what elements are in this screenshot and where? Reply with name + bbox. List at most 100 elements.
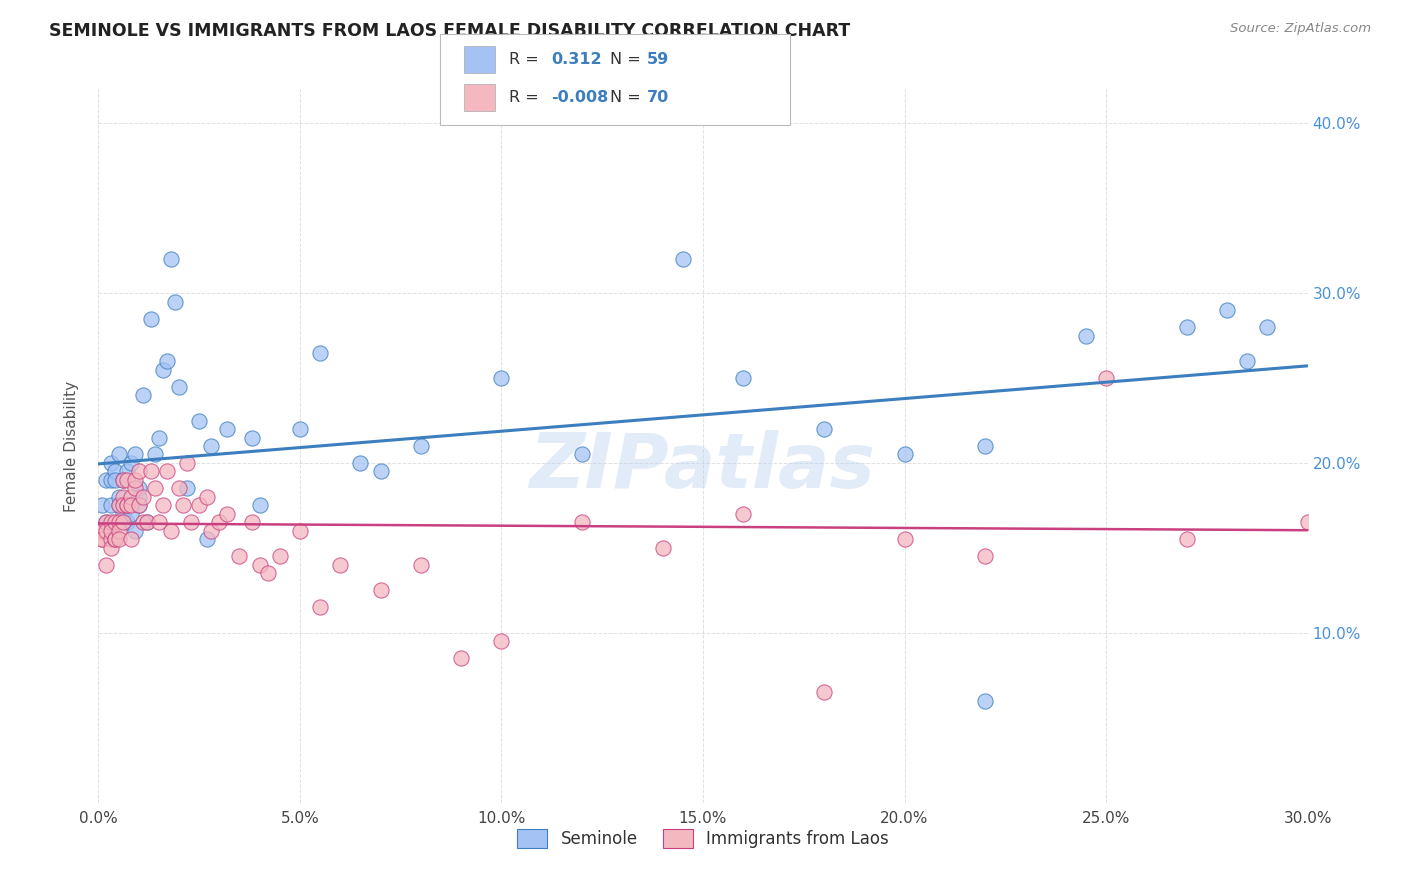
Point bbox=[111, 499, 134, 513]
Point bbox=[1256, 320, 1278, 334]
Point bbox=[100, 541, 122, 555]
Y-axis label: Female Disability: Female Disability bbox=[65, 380, 79, 512]
Point bbox=[1095, 371, 1118, 385]
Point bbox=[409, 558, 432, 572]
Point bbox=[148, 516, 170, 530]
Point bbox=[100, 524, 122, 538]
Text: N =: N = bbox=[610, 90, 641, 104]
Point bbox=[148, 430, 170, 444]
Point bbox=[217, 422, 239, 436]
Point bbox=[139, 311, 162, 326]
Point bbox=[143, 448, 166, 462]
Point bbox=[111, 499, 134, 513]
Point bbox=[128, 482, 150, 496]
Point bbox=[103, 473, 125, 487]
Point bbox=[813, 422, 835, 436]
Point bbox=[107, 448, 129, 462]
Point bbox=[115, 465, 138, 479]
Point bbox=[491, 371, 513, 385]
Point bbox=[128, 490, 150, 504]
Point bbox=[208, 516, 231, 530]
Point bbox=[200, 524, 222, 538]
Point bbox=[91, 533, 114, 547]
Point bbox=[111, 490, 134, 504]
Point bbox=[269, 549, 291, 564]
Point bbox=[152, 499, 174, 513]
Point bbox=[111, 507, 134, 521]
Point bbox=[256, 566, 278, 581]
Point bbox=[100, 499, 122, 513]
Point bbox=[733, 507, 755, 521]
Point bbox=[120, 507, 142, 521]
Point bbox=[349, 456, 371, 470]
Point bbox=[1175, 533, 1198, 547]
Point bbox=[143, 482, 166, 496]
Text: 0.312: 0.312 bbox=[551, 53, 602, 67]
Point bbox=[124, 473, 146, 487]
Point bbox=[240, 430, 263, 444]
Point bbox=[128, 499, 150, 513]
Point bbox=[1175, 320, 1198, 334]
Point bbox=[115, 499, 138, 513]
Text: Source: ZipAtlas.com: Source: ZipAtlas.com bbox=[1230, 22, 1371, 36]
Point bbox=[309, 600, 332, 615]
Point bbox=[370, 583, 392, 598]
Point bbox=[733, 371, 755, 385]
Point bbox=[120, 490, 142, 504]
Point bbox=[103, 533, 125, 547]
Point bbox=[139, 465, 162, 479]
Point bbox=[195, 533, 218, 547]
Point bbox=[103, 533, 125, 547]
Point bbox=[96, 558, 118, 572]
Point bbox=[1074, 328, 1097, 343]
Point bbox=[107, 499, 129, 513]
Point bbox=[180, 516, 202, 530]
Point bbox=[96, 516, 118, 530]
Point bbox=[240, 516, 263, 530]
Text: R =: R = bbox=[509, 90, 538, 104]
Point bbox=[893, 448, 915, 462]
Point bbox=[329, 558, 352, 572]
Point bbox=[115, 516, 138, 530]
Point bbox=[91, 499, 114, 513]
Point bbox=[1296, 516, 1319, 530]
Point bbox=[107, 533, 129, 547]
Point bbox=[107, 499, 129, 513]
Point bbox=[974, 694, 997, 708]
Point bbox=[176, 482, 198, 496]
Point bbox=[107, 490, 129, 504]
Point bbox=[124, 448, 146, 462]
Point bbox=[188, 499, 211, 513]
Point bbox=[491, 634, 513, 648]
Point bbox=[571, 516, 593, 530]
Text: 59: 59 bbox=[647, 53, 669, 67]
Point bbox=[156, 465, 179, 479]
Point bbox=[124, 482, 146, 496]
Legend: Seminole, Immigrants from Laos: Seminole, Immigrants from Laos bbox=[510, 822, 896, 855]
Text: 70: 70 bbox=[647, 90, 669, 104]
Text: R =: R = bbox=[509, 53, 538, 67]
Point bbox=[111, 516, 134, 530]
Point bbox=[103, 516, 125, 530]
Point bbox=[152, 362, 174, 376]
Point bbox=[228, 549, 250, 564]
Text: SEMINOLE VS IMMIGRANTS FROM LAOS FEMALE DISABILITY CORRELATION CHART: SEMINOLE VS IMMIGRANTS FROM LAOS FEMALE … bbox=[49, 22, 851, 40]
Point bbox=[96, 524, 118, 538]
Point bbox=[107, 524, 129, 538]
Point bbox=[1236, 354, 1258, 368]
Point bbox=[249, 499, 271, 513]
Point bbox=[288, 524, 311, 538]
Point bbox=[132, 516, 155, 530]
Point bbox=[163, 294, 186, 309]
Point bbox=[195, 490, 218, 504]
Point bbox=[672, 252, 695, 266]
Point bbox=[120, 456, 142, 470]
Point bbox=[288, 422, 311, 436]
Text: ZIPatlas: ZIPatlas bbox=[530, 431, 876, 504]
Point bbox=[128, 465, 150, 479]
Point bbox=[103, 465, 125, 479]
Text: -0.008: -0.008 bbox=[551, 90, 609, 104]
Point bbox=[200, 439, 222, 453]
Point bbox=[115, 499, 138, 513]
Point bbox=[115, 473, 138, 487]
